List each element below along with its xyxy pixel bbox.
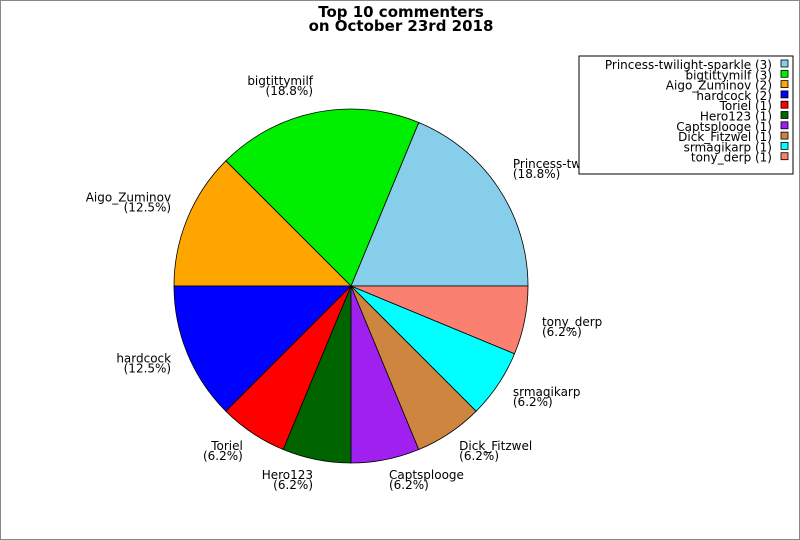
- slice-label: Aigo_Zuminov: [86, 190, 171, 204]
- legend-swatch: [780, 111, 789, 119]
- pie-slice-hardcock: [173, 285, 352, 412]
- legend-swatch: [780, 121, 789, 130]
- legend-swatch: [780, 131, 789, 140]
- slice-label: srmagikarp: [513, 385, 581, 399]
- legend-swatch: [780, 59, 789, 68]
- legend-entry: bigtittymilf (3): [685, 68, 772, 82]
- pie-slice-tony_derp: [350, 285, 529, 355]
- slice-label: Hero123: [262, 468, 313, 482]
- legend-swatch: [780, 80, 789, 88]
- slice-label: Toriel: [210, 439, 243, 453]
- pie-slice-Princess-twilight-sparkle: [350, 121, 529, 287]
- legend-entry: Toriel (1): [719, 99, 772, 113]
- pie-slice-bigtittymilf: [225, 108, 420, 287]
- legend-entry: srmagikarp (1): [684, 140, 772, 154]
- slice-percent-label: (18.8%): [266, 84, 313, 98]
- legend-swatch: [780, 141, 789, 150]
- slice-label: Dick_Fitzwel: [459, 439, 532, 453]
- legend-box: [578, 55, 794, 175]
- slice-percent-label: (12.5%): [124, 362, 171, 376]
- slice-percent-label: (6.2%): [273, 478, 313, 492]
- slice-percent-label: (6.2%): [542, 325, 582, 339]
- slice-label: tony_derp: [542, 315, 602, 329]
- slice-percent-label: (6.2%): [513, 395, 553, 409]
- legend-swatch: [780, 152, 789, 161]
- slice-label: hardcock: [116, 352, 171, 366]
- slice-percent-label: (6.2%): [203, 449, 243, 463]
- legend-entry: Hero123 (1): [700, 110, 772, 124]
- slice-percent-label: (18.8%): [513, 167, 560, 181]
- slice-percent-label: (12.5%): [124, 200, 171, 214]
- slice-label: Captsplooge: [389, 468, 464, 482]
- legend: Princess-twilight-sparkle (3)bigtittymil…: [578, 55, 794, 175]
- legend-swatch: [780, 90, 789, 99]
- chart-title-line-1: Top 10 commenters: [318, 3, 484, 21]
- slice-percent-label: (6.2%): [389, 478, 429, 492]
- legend-entry: Captsplooge (1): [676, 120, 772, 134]
- legend-entry: Dick_Fitzwel (1): [678, 130, 772, 144]
- slice-percent-label: (6.2%): [459, 449, 499, 463]
- slice-label: bigtittymilf: [247, 74, 313, 88]
- pie-slice-Aigo_Zuminov: [173, 160, 352, 287]
- legend-entry: tony_derp (1): [691, 151, 772, 165]
- legend-entry: Princess-twilight-sparkle (3): [605, 58, 772, 72]
- chart-title-line-2: on October 23rd 2018: [309, 17, 494, 35]
- legend-swatch: [780, 100, 789, 109]
- legend-entry: hardcock (2): [696, 89, 772, 103]
- legend-entry: Aigo_Zuminov (2): [666, 79, 772, 93]
- legend-swatch: [780, 69, 789, 78]
